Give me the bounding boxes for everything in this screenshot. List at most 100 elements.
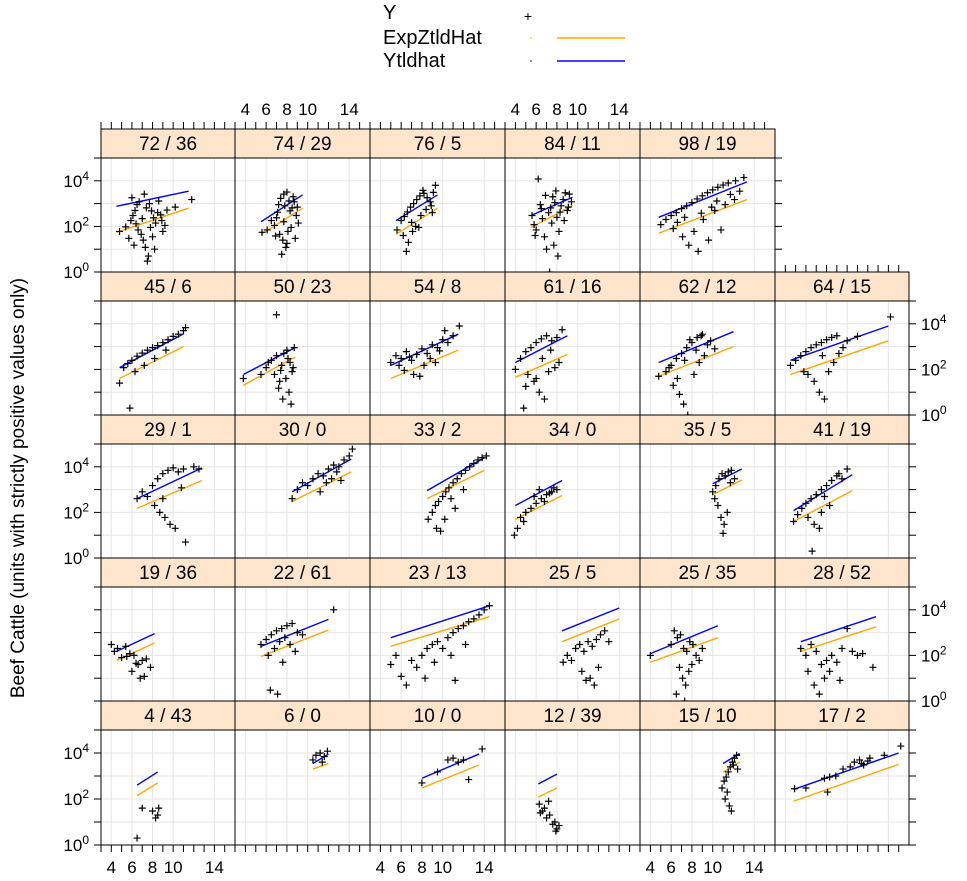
data-point (721, 472, 729, 480)
data-point (545, 209, 553, 217)
panel: 23 / 13 (369, 557, 506, 702)
x-tick-label: 14 (340, 100, 359, 119)
panel-strip-label: 10 / 0 (414, 706, 462, 727)
data-point (552, 187, 560, 195)
data-point (714, 183, 722, 191)
legend-dot-blue (530, 60, 532, 62)
ytldhat-line (800, 615, 877, 643)
data-point (662, 216, 670, 224)
data-point (826, 502, 834, 510)
data-point (828, 477, 836, 485)
data-point (453, 475, 461, 483)
panel-frame (639, 443, 776, 559)
data-point (171, 203, 179, 211)
data-point (563, 651, 571, 659)
panel-strip (774, 557, 910, 588)
data-point (148, 207, 156, 215)
data-point (288, 620, 296, 628)
data-point (723, 508, 731, 516)
data-point (532, 226, 540, 234)
data-point (558, 326, 566, 334)
data-point (393, 226, 401, 234)
data-point (704, 189, 711, 197)
data-point (567, 656, 575, 664)
data-point (692, 346, 700, 354)
data-point (177, 484, 185, 492)
ytldhat-line (658, 181, 748, 218)
x-tick-label: 8 (417, 858, 426, 877)
expztldhat-line (242, 356, 296, 386)
data-point (547, 346, 555, 354)
data-point (462, 641, 470, 649)
data-point (161, 513, 169, 521)
data-point (149, 807, 157, 815)
data-point (402, 247, 410, 255)
data-point (693, 334, 701, 342)
data-point (588, 642, 596, 650)
panel-strip-label: 30 / 0 (279, 420, 327, 441)
expztldhat-line (515, 353, 568, 378)
data-point (605, 638, 613, 646)
data-point (689, 641, 697, 649)
panel-frame (234, 443, 371, 559)
data-point (182, 324, 190, 332)
data-point (592, 635, 600, 643)
data-point (480, 606, 488, 614)
data-point (820, 774, 828, 782)
panel-frame (369, 157, 506, 273)
data-point (157, 211, 165, 219)
data-point (707, 337, 715, 345)
data-point (686, 336, 694, 344)
data-point (444, 756, 452, 764)
data-point (543, 245, 551, 253)
data-point (427, 202, 435, 210)
panel-frame (234, 300, 371, 416)
expztldhat-line (658, 345, 734, 377)
data-point (309, 475, 317, 483)
data-point (270, 645, 278, 653)
data-point (576, 641, 584, 649)
data-point (719, 181, 727, 189)
data-point (397, 672, 405, 680)
x-tick-label: 4 (646, 858, 655, 877)
data-point (413, 351, 421, 359)
data-point (169, 332, 177, 340)
data-point (449, 479, 457, 487)
data-point (690, 227, 698, 235)
ytldhat-line (530, 196, 573, 217)
data-point (400, 366, 408, 374)
data-point (439, 492, 447, 500)
data-point (164, 336, 172, 344)
data-point (511, 365, 519, 373)
data-point (791, 785, 799, 793)
data-point (195, 465, 203, 473)
data-point (418, 779, 426, 787)
panel-frame (100, 729, 236, 846)
data-point (409, 227, 417, 235)
data-point (823, 656, 831, 664)
panel-frame (369, 729, 506, 846)
data-point (270, 370, 278, 378)
data-point (528, 212, 536, 220)
data-point (429, 188, 437, 196)
data-point (694, 247, 702, 255)
data-point (133, 495, 141, 503)
data-point (547, 204, 555, 212)
data-point (807, 344, 815, 352)
data-point (679, 233, 687, 241)
data-point (434, 638, 441, 646)
data-point (152, 219, 160, 227)
data-point (462, 466, 470, 474)
data-point (291, 234, 299, 242)
data-point (530, 221, 538, 229)
data-point (555, 227, 563, 235)
data-point (278, 625, 286, 633)
data-point (397, 217, 405, 225)
data-point (270, 221, 278, 229)
data-point (264, 651, 272, 659)
data-point (532, 339, 540, 347)
data-point (434, 768, 441, 776)
data-point (657, 221, 665, 229)
panel-strip (639, 414, 776, 445)
data-point (140, 361, 148, 369)
